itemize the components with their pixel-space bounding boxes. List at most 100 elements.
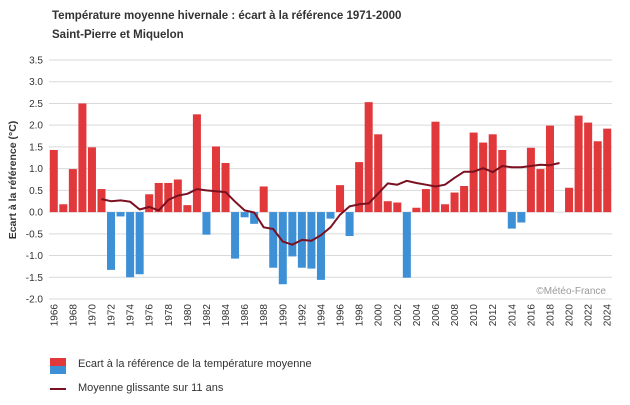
- x-tick-label: 2016: [526, 304, 537, 327]
- credit-label: ©Météo-France: [536, 286, 606, 297]
- x-tick-label: 2022: [584, 304, 595, 327]
- bar-1982: [202, 212, 211, 235]
- bar-1966: [49, 149, 58, 213]
- x-tick-label: 1968: [68, 304, 79, 327]
- x-tick-label: 1992: [297, 304, 308, 327]
- bar-2006: [431, 121, 440, 213]
- y-tick-label: 0.5: [29, 186, 43, 197]
- moving-average-line: [101, 162, 560, 246]
- bar-1973: [116, 212, 125, 217]
- x-tick-label: 1978: [164, 304, 175, 327]
- x-tick-label: 1986: [240, 304, 251, 327]
- x-tick-label: 2000: [374, 304, 385, 327]
- legend-line-label: Moyenne glissante sur 11 ans: [78, 382, 224, 394]
- legend-bars-swatch: [50, 358, 66, 374]
- x-tick-label: 1990: [278, 304, 289, 327]
- chart-subtitle: Saint-Pierre et Miquelon: [52, 29, 184, 41]
- bar-1985: [231, 212, 240, 259]
- y-tick-label: 1.0: [29, 164, 43, 175]
- bar-1971: [97, 189, 106, 213]
- bar-1970: [87, 147, 96, 213]
- x-tick-label: 1972: [107, 304, 118, 327]
- bar-1995: [326, 212, 335, 219]
- bar-2005: [421, 189, 430, 213]
- bar-2007: [441, 204, 450, 213]
- x-tick-label: 1988: [259, 304, 270, 327]
- bar-1972: [107, 212, 116, 270]
- x-tick-label: 2010: [469, 304, 480, 327]
- bar-1991: [288, 212, 297, 257]
- legend-swatch-negative: [50, 366, 66, 374]
- bar-2003: [402, 212, 411, 278]
- legend-line-swatch: [50, 388, 66, 390]
- bar-2012: [488, 134, 497, 213]
- bar-1977: [154, 182, 163, 213]
- y-tick-label: 1.5: [29, 142, 43, 153]
- x-tick-label: 2020: [565, 304, 576, 327]
- x-tick-label: 2008: [450, 304, 461, 327]
- x-tick-label: 2006: [431, 304, 442, 327]
- bar-2002: [393, 202, 402, 213]
- bar-1989: [269, 212, 278, 268]
- x-tick-label: 1996: [336, 304, 347, 327]
- bar-1969: [78, 103, 87, 213]
- bar-2011: [479, 142, 488, 213]
- x-tick-label: 2004: [412, 304, 423, 327]
- x-ticks: 1966 1968 1970 1972 1974 1976 1978 1980 1982 1984…: [49, 304, 613, 327]
- bar-2023: [593, 141, 602, 213]
- bar-2000: [374, 134, 383, 213]
- x-tick-label: 2024: [603, 304, 614, 327]
- bar-2014: [507, 212, 516, 229]
- bar-1981: [192, 114, 201, 213]
- legend-swatch-positive: [50, 358, 66, 366]
- moving-average: [101, 162, 560, 246]
- x-tick-label: 1984: [221, 304, 232, 327]
- bar-1994: [316, 212, 325, 280]
- bar-2016: [526, 147, 535, 213]
- bar-1967: [59, 204, 68, 213]
- x-tick-label: 1998: [355, 304, 366, 327]
- legend-bars-label: Ecart à la référence de la température m…: [78, 358, 312, 370]
- x-tick-label: 1974: [126, 304, 137, 327]
- bar-1980: [183, 205, 192, 213]
- x-tick-label: 1970: [87, 304, 98, 327]
- y-axis-label: Ecart à la référence (°C): [7, 121, 19, 240]
- bar-2021: [574, 115, 583, 213]
- y-ticks: 3.5 3.0 2.5 2.0 1.5 1.0 0.5 0.0 -0.5 -1.0 -1.5 -2.0: [26, 56, 44, 306]
- bar-1978: [164, 182, 173, 213]
- bar-2001: [383, 201, 392, 213]
- bar-2018: [545, 125, 554, 213]
- bar-2015: [517, 212, 526, 223]
- bar-2017: [536, 169, 545, 213]
- x-tick-label: 2002: [393, 304, 404, 327]
- y-tick-label: -1.5: [26, 273, 44, 284]
- x-tick-label: 1994: [317, 304, 328, 327]
- chart-plot: 3.5 3.0 2.5 2.0 1.5 1.0 0.5 0.0 -0.5 -1.0 -1.5 -2.0…: [7, 56, 614, 327]
- bar-1999: [364, 102, 373, 213]
- bar-2022: [584, 122, 593, 213]
- y-tick-label: 2.5: [29, 99, 43, 110]
- chart-title: Température moyenne hivernale : écart à …: [52, 10, 402, 22]
- y-tick-label: -0.5: [26, 229, 44, 240]
- bar-1990: [278, 212, 287, 285]
- x-tick-label: 1976: [145, 304, 156, 327]
- x-tick-label: 2012: [488, 304, 499, 327]
- bar-2013: [498, 149, 507, 213]
- y-tick-label: 3.0: [29, 77, 43, 88]
- y-tick-label: -1.0: [26, 251, 44, 262]
- bar-2009: [460, 186, 469, 213]
- bars: [49, 102, 612, 285]
- bar-2004: [412, 207, 421, 213]
- bar-1996: [336, 185, 345, 213]
- bar-1987: [250, 212, 259, 224]
- bar-1988: [259, 186, 268, 213]
- y-tick-label: 3.5: [29, 56, 43, 67]
- bar-1997: [345, 212, 354, 236]
- bar-2008: [450, 192, 459, 213]
- y-tick-label: -2.0: [26, 295, 44, 306]
- x-tick-label: 1966: [49, 304, 60, 327]
- bar-1974: [126, 212, 135, 278]
- x-tick-label: 1982: [202, 304, 213, 327]
- bar-1976: [145, 194, 154, 213]
- x-tick-label: 2014: [507, 304, 518, 327]
